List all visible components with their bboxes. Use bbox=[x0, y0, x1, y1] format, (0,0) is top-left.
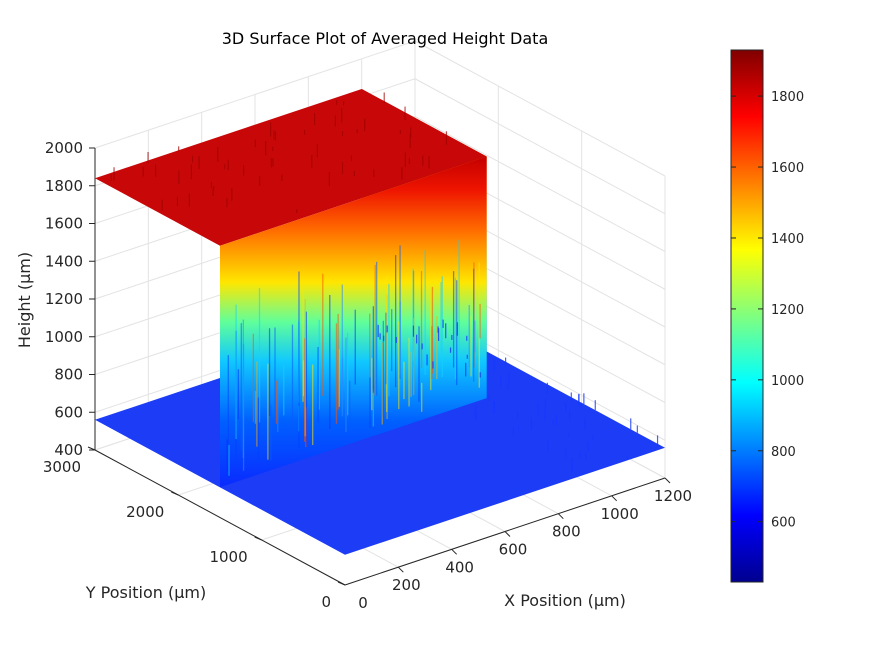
z-tick-label: 1400 bbox=[45, 252, 83, 270]
x-tick-label: 1200 bbox=[654, 487, 692, 505]
grid-line bbox=[94, 40, 416, 149]
surface bbox=[95, 89, 665, 555]
x-tick-mark bbox=[611, 495, 618, 502]
y-tick-mark bbox=[87, 446, 96, 451]
block-front-wall bbox=[220, 156, 487, 488]
z-tick-label: 800 bbox=[54, 366, 83, 384]
x-tick-mark bbox=[397, 566, 404, 573]
x-tick-label: 1000 bbox=[601, 505, 639, 523]
colorbar-tick-label: 1400 bbox=[771, 232, 804, 247]
axis-ticks: 4006008001000120014001600180020000100020… bbox=[43, 139, 692, 612]
z-tick-label: 1000 bbox=[45, 328, 83, 346]
z-tick-label: 600 bbox=[54, 403, 83, 421]
x-tick-mark bbox=[451, 548, 458, 555]
y-axis-label: Y Position (μm) bbox=[85, 583, 207, 602]
z-tick-label: 1600 bbox=[45, 215, 83, 233]
colorbar: 600 800 1000 1200 1400 1600 1800 bbox=[730, 49, 804, 583]
colorbar-tick-label: 1800 bbox=[771, 90, 804, 105]
x-tick-mark bbox=[664, 477, 671, 484]
y-tick-mark bbox=[171, 491, 179, 496]
x-tick-mark bbox=[504, 531, 511, 537]
colorbar-tick-label: 600 bbox=[771, 516, 796, 531]
grid-line bbox=[414, 78, 666, 215]
colorbar-tick-label: 800 bbox=[771, 445, 796, 460]
y-tick-label: 2000 bbox=[126, 503, 164, 521]
z-tick-label: 2000 bbox=[45, 139, 83, 157]
y-axis-line bbox=[94, 449, 346, 586]
y-tick-label: 0 bbox=[321, 593, 331, 611]
y-tick-label: 3000 bbox=[43, 458, 81, 476]
grid-line bbox=[414, 40, 666, 177]
y-tick-label: 1000 bbox=[209, 548, 247, 566]
x-tick-label: 0 bbox=[358, 594, 368, 612]
colorbar-ticks: 600 800 1000 1200 1400 1600 1800 bbox=[731, 90, 804, 531]
x-axis-label: X Position (μm) bbox=[504, 591, 626, 610]
z-tick-label: 400 bbox=[54, 441, 83, 459]
chart-title: 3D Surface Plot of Averaged Height Data bbox=[222, 29, 549, 48]
x-tick-label: 200 bbox=[392, 576, 421, 594]
z-tick-label: 1200 bbox=[45, 290, 83, 308]
x-tick-label: 400 bbox=[445, 558, 474, 576]
x-tick-label: 800 bbox=[552, 523, 581, 541]
y-tick-mark bbox=[254, 536, 262, 541]
y-tick-mark bbox=[337, 581, 346, 586]
z-tick-label: 1800 bbox=[45, 177, 83, 195]
colorbar-tick-label: 1200 bbox=[771, 303, 804, 318]
z-axis-label: Height (μm) bbox=[15, 252, 34, 348]
colorbar-tick-label: 1000 bbox=[771, 374, 804, 389]
grid-line bbox=[414, 116, 666, 252]
x-tick-label: 600 bbox=[499, 541, 528, 559]
colorbar-gradient bbox=[730, 49, 764, 583]
block-top bbox=[95, 89, 487, 246]
colorbar-tick-label: 1600 bbox=[771, 161, 804, 176]
x-tick-mark bbox=[557, 513, 564, 520]
